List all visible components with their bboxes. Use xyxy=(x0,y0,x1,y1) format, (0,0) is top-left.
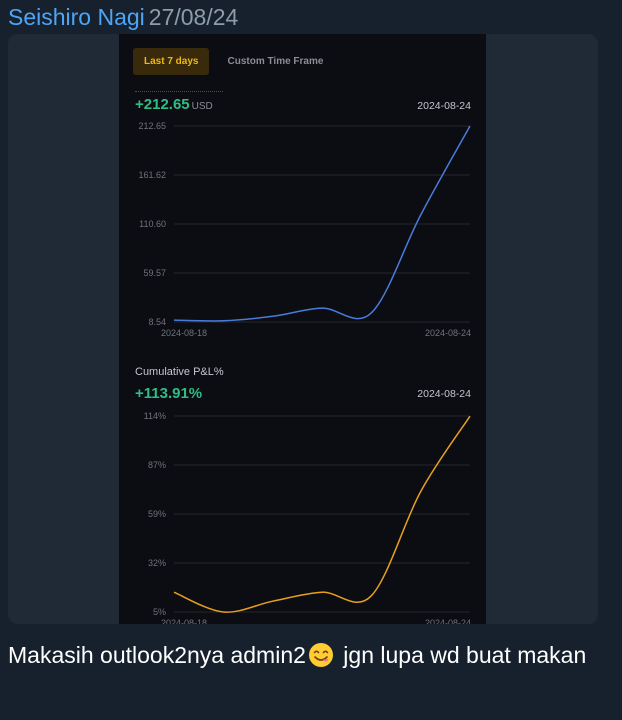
sender-name[interactable]: Seishiro Nagi xyxy=(8,4,145,30)
y-tick-label: 114% xyxy=(144,411,166,421)
message-text: Makasih outlook2nya admin2 jgn lupa wd b… xyxy=(8,640,608,670)
pnl-value: +212.65 USD xyxy=(135,96,213,113)
savoring-face-emoji-icon xyxy=(308,643,333,667)
series-line xyxy=(173,125,471,322)
series-line xyxy=(173,415,471,613)
x-tick-label: 2024-08-18 xyxy=(161,618,207,624)
x-tick-label: 2024-08-24 xyxy=(425,328,471,338)
x-tick-label: 2024-08-24 xyxy=(425,618,471,624)
trading-app-screenshot: Last 7 days Custom Time Frame +212.65 USD… xyxy=(119,34,486,624)
y-tick-label: 59% xyxy=(148,509,166,519)
pnl-amount: +212.65 xyxy=(135,96,190,113)
cumulative-date: 2024-08-24 xyxy=(417,388,471,400)
y-tick-label: 32% xyxy=(148,558,166,568)
attached-screenshot[interactable]: Last 7 days Custom Time Frame +212.65 USD… xyxy=(8,34,598,624)
pnl-date: 2024-08-24 xyxy=(417,100,471,112)
tab-last-7-days: Last 7 days xyxy=(133,48,210,75)
tab-custom-time-frame: Custom Time Frame xyxy=(227,56,324,67)
y-tick-label: 5% xyxy=(153,607,166,617)
message-text-part1: Makasih outlook2nya admin2 xyxy=(8,642,306,668)
y-tick-label: 110.60 xyxy=(139,219,166,229)
value-divider xyxy=(135,91,223,92)
cumulative-value: +113.91% xyxy=(135,385,203,402)
cumulative-chart: 114% 87% 59% 32% 5%2024-08-18 2024-08-24 xyxy=(144,411,471,624)
y-tick-label: 87% xyxy=(148,460,166,470)
message-header: Seishiro Nagi 27/08/24 xyxy=(8,4,238,31)
message-text-part2: jgn lupa wd buat makan xyxy=(336,642,587,668)
y-tick-label: 59.57 xyxy=(143,268,166,278)
message-date: 27/08/24 xyxy=(148,4,239,30)
x-tick-label: 2024-08-18 xyxy=(161,328,207,338)
y-tick-label: 161.62 xyxy=(138,170,166,180)
y-tick-label: 212.65 xyxy=(138,121,166,131)
y-tick-label: 8.54 xyxy=(148,317,166,327)
cumulative-label: Cumulative P&L% xyxy=(135,366,224,378)
pnl-unit: USD xyxy=(191,101,213,112)
time-filter-tabs: Last 7 days Custom Time Frame xyxy=(133,48,323,75)
